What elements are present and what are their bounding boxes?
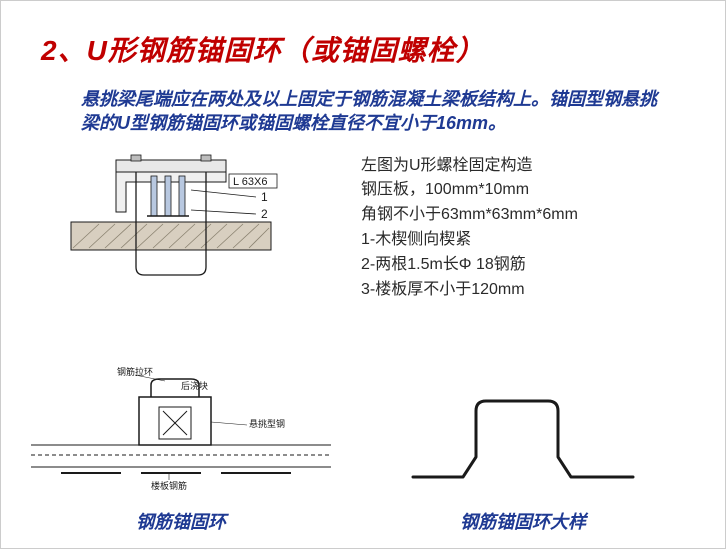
desc-line-3: 角钢不小于63mm*63mm*6mm <box>361 203 695 228</box>
bottom-row: 钢筋拉环 后浇块 悬挑型钢 楼板钢筋 钢筋锚固环 钢筋锚固环大样 <box>31 367 695 534</box>
desc-line-5: 2-两根1.5m长Φ 18钢筋 <box>361 253 695 278</box>
svg-text:1: 1 <box>261 190 268 204</box>
desc-line-1: 左图为U形螺栓固定构造 <box>361 154 695 179</box>
anchor-ring-detail-svg <box>398 387 648 497</box>
anchor-ring-svg: 钢筋拉环 后浇块 悬挑型钢 楼板钢筋 <box>31 367 331 497</box>
subtitle-text: 悬挑梁尾端应在两处及以上固定于钢筋混凝土梁板结构上。锚固型钢悬挑梁的U型钢筋锚固… <box>1 77 725 148</box>
svg-text:钢筋拉环: 钢筋拉环 <box>117 367 153 377</box>
anchor-ring-detail-caption: 钢筋锚固环大样 <box>351 508 695 534</box>
svg-text:2: 2 <box>261 207 268 221</box>
u-bolt-svg: L 63X6 1 2 <box>61 152 321 282</box>
desc-line-6: 3-楼板厚不小于120mm <box>361 278 695 303</box>
left-column: L 63X6 1 2 <box>31 148 361 303</box>
desc-line-2: 钢压板，100mm*10mm <box>361 178 695 203</box>
anchor-ring-detail-figure: 钢筋锚固环大样 <box>331 387 695 534</box>
svg-text:悬挑型钢: 悬挑型钢 <box>249 418 285 429</box>
desc-line-4: 1-木楔侧向楔紧 <box>361 228 695 253</box>
anchor-ring-section-figure: 钢筋拉环 后浇块 悬挑型钢 楼板钢筋 钢筋锚固环 <box>31 367 331 534</box>
page-title: 2、U形钢筋锚固环（或锚固螺栓） <box>1 1 725 77</box>
angle-label: L 63X6 <box>233 176 267 188</box>
anchor-ring-caption: 钢筋锚固环 <box>31 508 331 534</box>
svg-text:楼板钢筋: 楼板钢筋 <box>151 480 187 491</box>
content-row: L 63X6 1 2 左图为U形螺栓固定构造 钢压板，100mm*10mm 角钢… <box>1 148 725 303</box>
svg-text:后浇块: 后浇块 <box>181 380 208 391</box>
right-column: 左图为U形螺栓固定构造 钢压板，100mm*10mm 角钢不小于63mm*63m… <box>361 148 695 303</box>
u-bolt-figure: L 63X6 1 2 <box>61 152 321 282</box>
